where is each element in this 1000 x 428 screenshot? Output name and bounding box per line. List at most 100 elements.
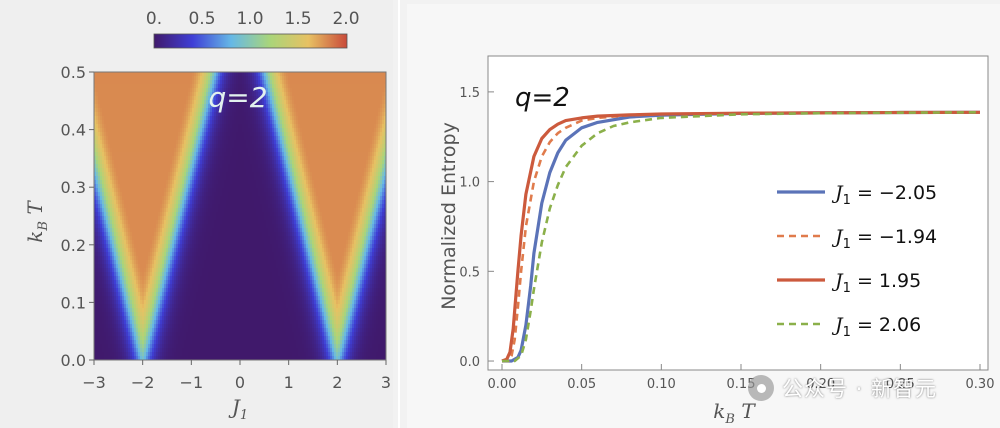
- heatmap-cell: [146, 300, 149, 305]
- heatmap-cell: [206, 208, 209, 213]
- heatmap-cell: [194, 252, 197, 257]
- heatmap-cell: [146, 204, 149, 209]
- heatmap-cell: [120, 220, 123, 225]
- heatmap-cell: [192, 300, 195, 305]
- heatmap-cell: [136, 312, 139, 317]
- heatmap-cell: [170, 308, 173, 313]
- heatmap-cell: [116, 196, 119, 201]
- heatmap-cell: [102, 232, 105, 237]
- heatmap-cell: [148, 236, 151, 241]
- heatmap-cell: [96, 356, 99, 361]
- heatmap-cell: [176, 76, 179, 81]
- heatmap-cell: [216, 240, 219, 245]
- heatmap-cell: [182, 224, 185, 229]
- heatmap-cell: [128, 248, 131, 253]
- heatmap-cell: [140, 352, 143, 357]
- heatmap-cell: [110, 192, 113, 197]
- heatmap-cell: [128, 136, 131, 141]
- heatmap-cell: [136, 292, 139, 297]
- heatmap-cell: [142, 328, 145, 333]
- heatmap-cell: [110, 168, 113, 173]
- heatmap-cell: [132, 324, 135, 329]
- heatmap-cell: [162, 228, 165, 233]
- heatmap-cell: [168, 152, 171, 157]
- heatmap-cell: [154, 172, 157, 177]
- heatmap-cell: [110, 312, 113, 317]
- heatmap-cell: [172, 356, 175, 361]
- heatmap-cell: [102, 168, 105, 173]
- heatmap-cell: [112, 184, 115, 189]
- heatmap-cell: [140, 328, 143, 333]
- heatmap-cell: [134, 316, 137, 321]
- heatmap-cell: [164, 288, 167, 293]
- heatmap-cell: [136, 328, 139, 333]
- heatmap-cell: [102, 208, 105, 213]
- heatmap-cell: [104, 76, 107, 81]
- heatmap-cell: [146, 292, 149, 297]
- heatmap-cell: [208, 108, 211, 113]
- heatmap-cell: [180, 252, 183, 257]
- heatmap-cell: [152, 204, 155, 209]
- heatmap-cell: [162, 268, 165, 273]
- heatmap-cell: [176, 340, 179, 345]
- heatmap-cell: [200, 120, 203, 125]
- heatmap-cell: [210, 116, 213, 121]
- heatmap-cell: [116, 248, 119, 253]
- heatmap-cell: [140, 264, 143, 269]
- heatmap-cell: [150, 168, 153, 173]
- heatmap-cell: [196, 184, 199, 189]
- heatmap-cell: [182, 332, 185, 337]
- heatmap-cell: [154, 308, 157, 313]
- heatmap-cell: [214, 328, 217, 333]
- heatmap-cell: [166, 132, 169, 137]
- heatmap-cell: [110, 120, 113, 125]
- heatmap-cell: [206, 296, 209, 301]
- heatmap-cell: [114, 108, 117, 113]
- heatmap-cell: [152, 332, 155, 337]
- heatmap-cell: [142, 312, 145, 317]
- heatmap-cell: [202, 244, 205, 249]
- heatmap-cell: [172, 72, 175, 77]
- heatmap-cell: [96, 200, 99, 205]
- heatmap-cell: [154, 348, 157, 353]
- heatmap-cell: [182, 196, 185, 201]
- heatmap-cell: [184, 224, 187, 229]
- heatmap-cell: [140, 100, 143, 105]
- heatmap-cell: [102, 164, 105, 169]
- heatmap-cell: [130, 288, 133, 293]
- heatmap-cell: [176, 244, 179, 249]
- heatmap-cell: [198, 288, 201, 293]
- heatmap-cell: [146, 188, 149, 193]
- heatmap-cell: [116, 340, 119, 345]
- heatmap-cell: [194, 280, 197, 285]
- heatmap-cell: [190, 184, 193, 189]
- heatmap-cell: [216, 140, 219, 145]
- heatmap-cell: [190, 176, 193, 181]
- heatmap-cell: [96, 352, 99, 357]
- heatmap-cell: [160, 136, 163, 141]
- heatmap-cell: [196, 152, 199, 157]
- heatmap-cell: [182, 128, 185, 133]
- heatmap-cell: [198, 112, 201, 117]
- heatmap-cell: [158, 160, 161, 165]
- heatmap-cell: [150, 336, 153, 341]
- heatmap-cell: [112, 300, 115, 305]
- heatmap-cell: [196, 236, 199, 241]
- heatmap-cell: [94, 164, 97, 169]
- heatmap-cell: [158, 272, 161, 277]
- heatmap-cell: [126, 244, 129, 249]
- heatmap-cell: [178, 156, 181, 161]
- heatmap-cell: [206, 284, 209, 289]
- heatmap-cell: [126, 152, 129, 157]
- heatmap-cell: [136, 332, 139, 337]
- heatmap-cell: [142, 356, 145, 361]
- heatmap-cell: [108, 300, 111, 305]
- heatmap-cell: [140, 344, 143, 349]
- heatmap-cell: [184, 108, 187, 113]
- heatmap-cell: [140, 144, 143, 149]
- heatmap-cell: [174, 236, 177, 241]
- heatmap-cell: [162, 164, 165, 169]
- heatmap-cell: [136, 352, 139, 357]
- heatmap-cell: [156, 100, 159, 105]
- heatmap-cell: [200, 240, 203, 245]
